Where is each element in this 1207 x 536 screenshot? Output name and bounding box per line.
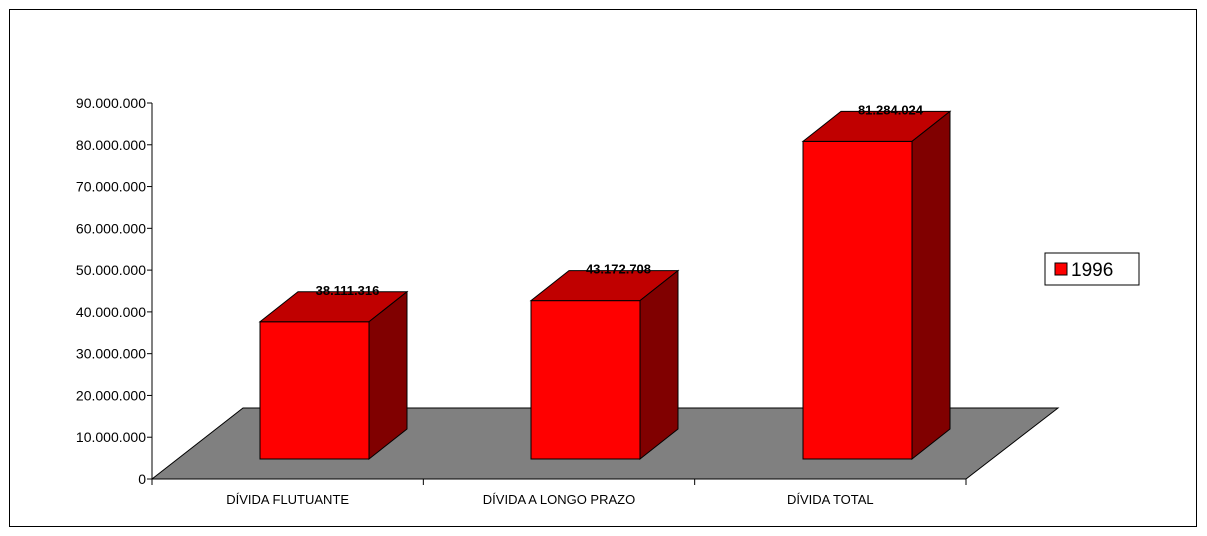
data-label: 43.172.708 bbox=[586, 262, 651, 277]
data-label: 38.111.316 bbox=[316, 283, 380, 298]
y-tick-label: 30.000.000 bbox=[76, 346, 146, 362]
data-label: 81.284.024 bbox=[858, 102, 924, 117]
y-tick-label: 0 bbox=[138, 471, 146, 487]
x-category-label: DÍVIDA TOTAL bbox=[787, 492, 874, 507]
x-category-label: DÍVIDA FLUTUANTE bbox=[226, 492, 349, 507]
bar bbox=[530, 300, 641, 460]
y-tick-label: 50.000.000 bbox=[76, 262, 146, 278]
bar bbox=[259, 321, 370, 460]
y-tick-label: 10.000.000 bbox=[76, 429, 146, 445]
y-tick-label: 60.000.000 bbox=[76, 220, 146, 236]
y-tick-label: 90.000.000 bbox=[76, 95, 146, 111]
x-category-label: DÍVIDA A LONGO PRAZO bbox=[483, 492, 635, 507]
legend-swatch bbox=[1054, 262, 1068, 276]
legend-label: 1996 bbox=[1071, 260, 1113, 281]
y-tick-label: 20.000.000 bbox=[76, 387, 146, 403]
bar-side bbox=[368, 290, 408, 461]
bar bbox=[802, 140, 913, 460]
bar-side bbox=[639, 269, 679, 461]
y-tick-label: 80.000.000 bbox=[76, 137, 146, 153]
y-tick-label: 40.000.000 bbox=[76, 304, 146, 320]
bar-side bbox=[911, 110, 951, 461]
y-tick-label: 70.000.000 bbox=[76, 179, 146, 195]
